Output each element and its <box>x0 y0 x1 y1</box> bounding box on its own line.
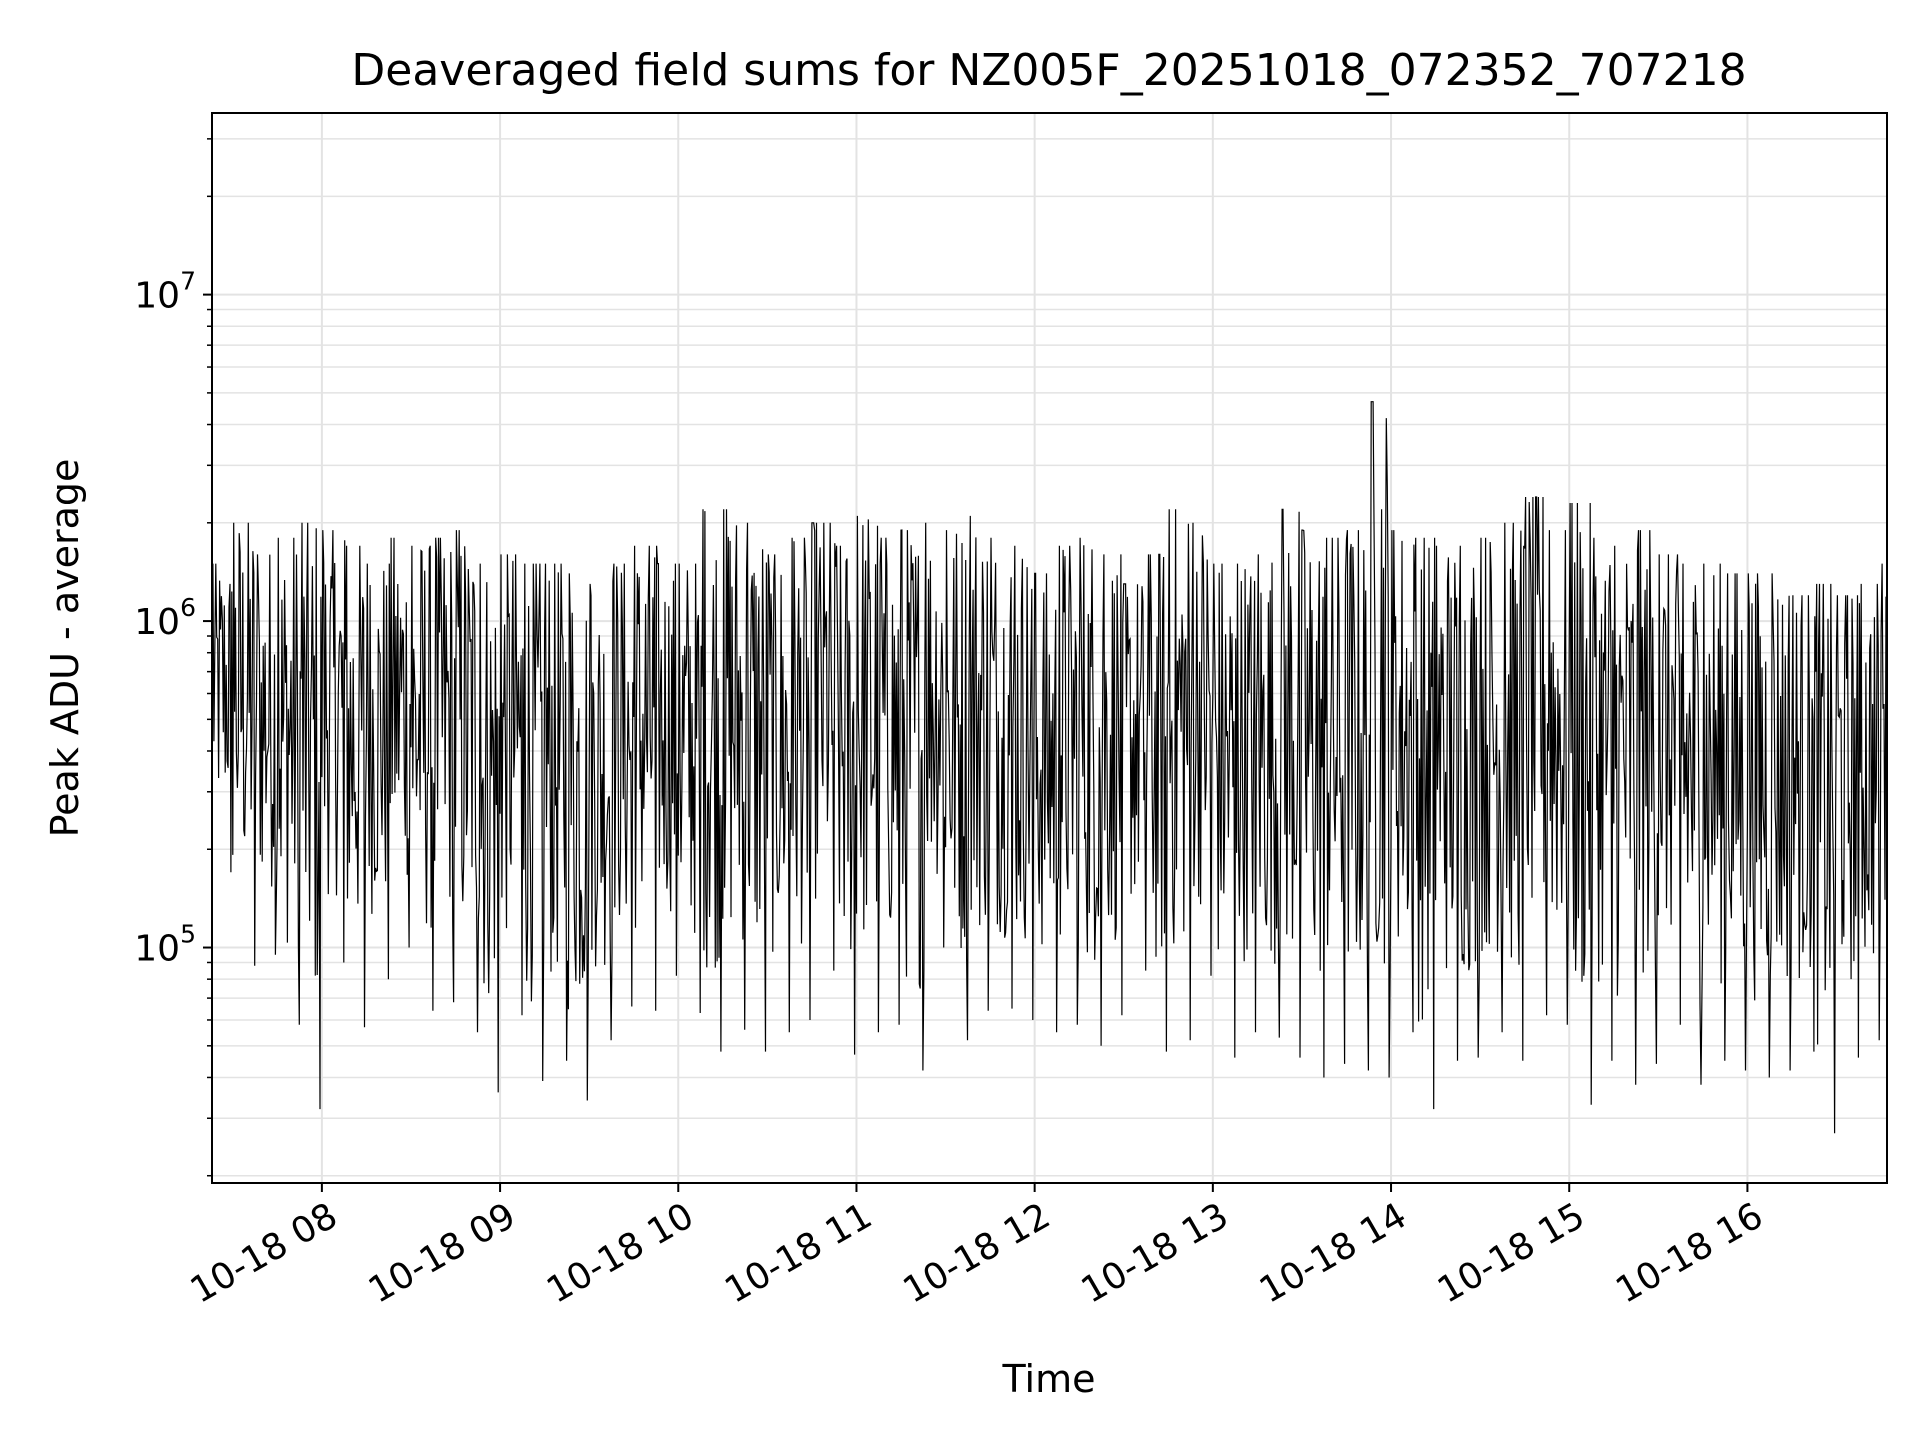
x-tick-label: 10-18 11 <box>718 1195 879 1311</box>
y-axis-label: Peak ADU - average <box>43 459 87 838</box>
x-tick-label: 10-18 15 <box>1431 1195 1592 1311</box>
chart-title: Deaveraged field sums for NZ005F_2025101… <box>351 45 1746 96</box>
x-tick-label: 10-18 14 <box>1253 1195 1414 1311</box>
x-tick-label: 10-18 13 <box>1075 1195 1236 1311</box>
series-polyline <box>211 401 1887 1134</box>
series-line <box>211 401 1887 1134</box>
y-tick-label: 106 <box>134 593 196 643</box>
y-tick-label: 105 <box>134 920 196 970</box>
x-tick-label: 10-18 10 <box>540 1195 701 1311</box>
y-tick-label: 107 <box>134 267 196 317</box>
x-axis-label: Time <box>1002 1357 1096 1401</box>
plot-frame <box>211 112 1888 1184</box>
x-tick-label: 10-18 16 <box>1609 1195 1770 1311</box>
x-tick-label: 10-18 09 <box>362 1195 523 1311</box>
x-tick-label: 10-18 12 <box>896 1195 1057 1311</box>
x-tick-label: 10-18 08 <box>184 1195 345 1311</box>
